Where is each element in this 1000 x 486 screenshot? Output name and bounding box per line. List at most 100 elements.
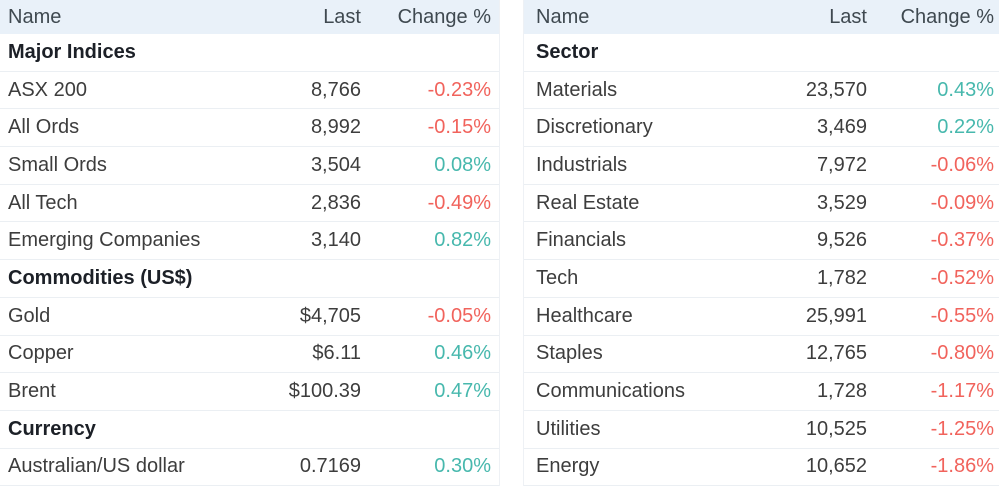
table-row: Copper $6.11 0.46% [0,336,499,374]
change-percent-cell: 0.47% [434,380,491,403]
table-row: Energy 10,652 -1.86% [524,449,999,486]
last-value-cell: $4,705 [299,304,361,327]
name-cell: Discretionary [536,116,653,139]
name-cell: Tech [536,266,579,289]
table-row: Utilities 10,525 -1.25% [524,411,999,449]
last-value-cell: 12,765 [805,342,867,365]
table-row: Real Estate 3,529 -0.09% [524,185,999,223]
change-percent-cell: -1.86% [930,455,994,478]
change-percent-cell: -1.17% [930,380,994,403]
column-header-change: Change % [397,5,491,28]
table-row: Brent $100.39 0.47% [0,373,499,411]
last-value-cell: 7,972 [816,153,867,176]
last-value-cell: 3,140 [310,229,361,252]
table-row: Industrials 7,972 -0.06% [524,147,999,185]
change-percent-cell: -0.06% [930,153,994,176]
table-row: Discretionary 3,469 0.22% [524,109,999,148]
name-cell: Brent [8,380,56,403]
change-percent-cell: -1.25% [930,417,994,440]
section-header-row: Commodities (US$) [0,260,499,298]
table-body: Major Indices ASX 200 8,766 -0.23% All Ords 8… [0,34,499,486]
last-value-cell: 8,766 [310,78,361,101]
change-percent-cell: -0.52% [930,266,994,289]
name-cell: Copper [8,342,74,365]
table-row: Healthcare 25,991 -0.55% [524,298,999,336]
name-cell: Communications [536,380,685,403]
section-header-row: Sector [524,34,999,72]
change-percent-cell: -0.80% [930,342,994,365]
table-row: Emerging Companies 3,140 0.82% [0,222,499,261]
indices-commodities-currency-table: Name Last Change % Major Indices ASX 200 8… [0,0,500,486]
section-title: Currency [8,417,96,440]
last-value-cell: $100.39 [288,380,361,403]
table-row: All Ords 8,992 -0.15% [0,109,499,148]
table-row: All Tech 2,836 -0.49% [0,185,499,223]
change-percent-cell: -0.23% [427,78,491,101]
name-cell: Australian/US dollar [8,455,185,478]
change-percent-cell: -0.55% [930,304,994,327]
column-header-name: Name [536,5,590,28]
table-row: Materials 23,570 0.43% [524,72,999,110]
change-percent-cell: -0.05% [427,304,491,327]
column-header-last: Last [829,5,867,28]
last-value-cell: 3,469 [816,116,867,139]
table-row: ASX 200 8,766 -0.23% [0,72,499,110]
table-row: Australian/US dollar 0.7169 0.30% [0,449,499,486]
section-title: Commodities (US$) [8,266,193,289]
change-percent-cell: 0.43% [937,78,994,101]
last-value-cell: 10,652 [805,455,867,478]
section-header-row: Currency [0,411,499,449]
last-value-cell: 2,836 [310,191,361,214]
name-cell: Financials [536,229,627,252]
last-value-cell: 1,728 [816,380,867,403]
change-percent-cell: -0.37% [930,229,994,252]
sector-table: Name Last Change % Sector Materials 23,570… [523,0,999,486]
table-row: Financials 9,526 -0.37% [524,222,999,261]
section-title: Sector [536,40,599,63]
last-value-cell: $6.11 [312,342,361,365]
table-row: Communications 1,728 -1.17% [524,373,999,411]
change-percent-cell: 0.08% [434,153,491,176]
name-cell: Materials [536,78,618,101]
table-body: Sector Materials 23,570 0.43% Discretionary 3… [524,34,999,486]
last-value-cell: 1,782 [816,266,867,289]
name-cell: Real Estate [536,191,640,214]
change-percent-cell: 0.22% [937,116,994,139]
table-row: Tech 1,782 -0.52% [524,260,999,298]
section-title: Major Indices [8,40,136,63]
last-value-cell: 8,992 [310,116,361,139]
last-value-cell: 10,525 [805,417,867,440]
section-header-row: Major Indices [0,34,499,72]
name-cell: All Tech [8,191,78,214]
column-header-change: Change % [900,5,994,28]
last-value-cell: 0.7169 [299,455,361,478]
name-cell: Utilities [536,417,601,440]
change-percent-cell: 0.46% [434,342,491,365]
column-header-name: Name [8,5,62,28]
change-percent-cell: 0.82% [434,229,491,252]
name-cell: Gold [8,304,51,327]
table-row: Gold $4,705 -0.05% [0,298,499,336]
change-percent-cell: -0.09% [930,191,994,214]
last-value-cell: 23,570 [805,78,867,101]
last-value-cell: 9,526 [816,229,867,252]
name-cell: Healthcare [536,304,633,327]
name-cell: Emerging Companies [8,229,201,252]
table-row: Staples 12,765 -0.80% [524,336,999,374]
table-header-row: Name Last Change % [0,0,499,34]
last-value-cell: 3,529 [816,191,867,214]
name-cell: All Ords [8,116,80,139]
last-value-cell: 3,504 [310,153,361,176]
table-header-row: Name Last Change % [524,0,999,34]
name-cell: Small Ords [8,153,107,176]
name-cell: Industrials [536,153,628,176]
change-percent-cell: 0.30% [434,455,491,478]
name-cell: Energy [536,455,600,478]
change-percent-cell: -0.49% [427,191,491,214]
name-cell: Staples [536,342,603,365]
table-row: Small Ords 3,504 0.08% [0,147,499,185]
column-header-last: Last [323,5,361,28]
name-cell: ASX 200 [8,78,87,101]
change-percent-cell: -0.15% [427,116,491,139]
